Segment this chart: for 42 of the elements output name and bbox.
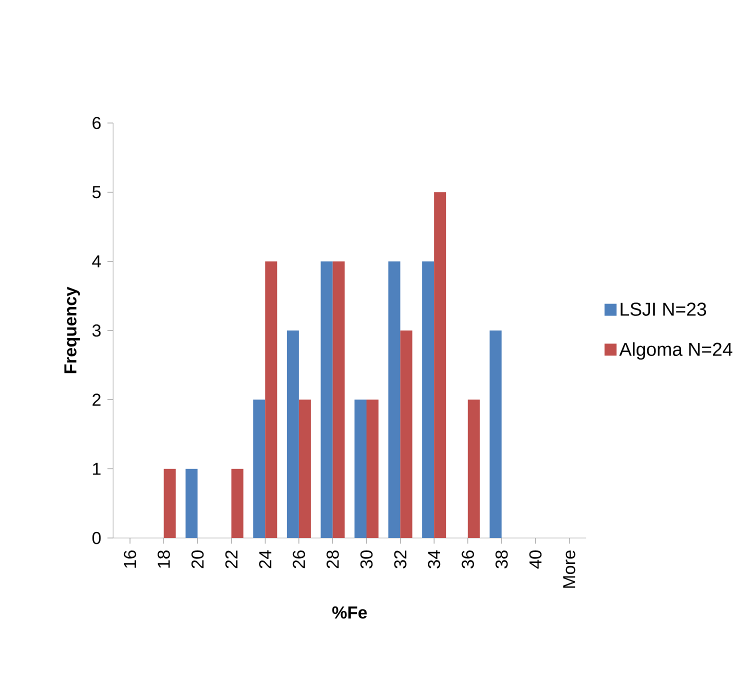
bar: [490, 330, 502, 538]
bar: [400, 330, 412, 538]
x-tick-label: 22: [225, 550, 238, 568]
bar: [434, 192, 446, 538]
x-tick-label: 40: [529, 550, 542, 569]
y-tick-label: 4: [92, 255, 101, 268]
bar: [468, 400, 480, 538]
x-tick-label: 24: [259, 550, 272, 568]
y-tick-label: 1: [93, 462, 101, 475]
x-tick-label: 36: [462, 550, 474, 568]
x-tick-label: 16: [124, 550, 136, 568]
y-tick-label: 6: [92, 116, 101, 130]
x-tick-label: 32: [394, 550, 406, 568]
x-tick-label: 18: [158, 550, 170, 568]
bar: [231, 468, 244, 538]
bar: [388, 261, 400, 538]
y-tick-label: 2: [92, 394, 100, 406]
bar: [366, 400, 379, 538]
bar: [320, 261, 333, 538]
x-tick-label: 34: [428, 550, 440, 568]
x-tick-label: 38: [496, 550, 508, 568]
y-axis-title: Frequency: [64, 286, 80, 374]
bar: [422, 261, 434, 538]
y-tick-label: 5: [92, 186, 101, 198]
x-tick-label: More: [563, 550, 576, 588]
y-tick-label: 3: [92, 324, 101, 337]
bar: [253, 400, 266, 538]
bar: [332, 261, 345, 538]
legend-label: Algoma N=24: [619, 342, 732, 360]
x-tick-label: 30: [360, 550, 373, 568]
x-axis-title: %Fe: [332, 606, 367, 619]
legend-label: LSJI N=23: [620, 302, 706, 316]
x-tick-label: 28: [326, 550, 339, 568]
x-tick-label: 20: [191, 550, 204, 568]
y-tick-label: 0: [92, 532, 101, 544]
bar: [286, 330, 299, 538]
bar: [186, 468, 198, 538]
bar: [265, 261, 278, 538]
bar: [164, 468, 176, 538]
bar: [354, 400, 367, 538]
bar: [298, 400, 311, 538]
x-tick-label: 26: [292, 550, 306, 568]
